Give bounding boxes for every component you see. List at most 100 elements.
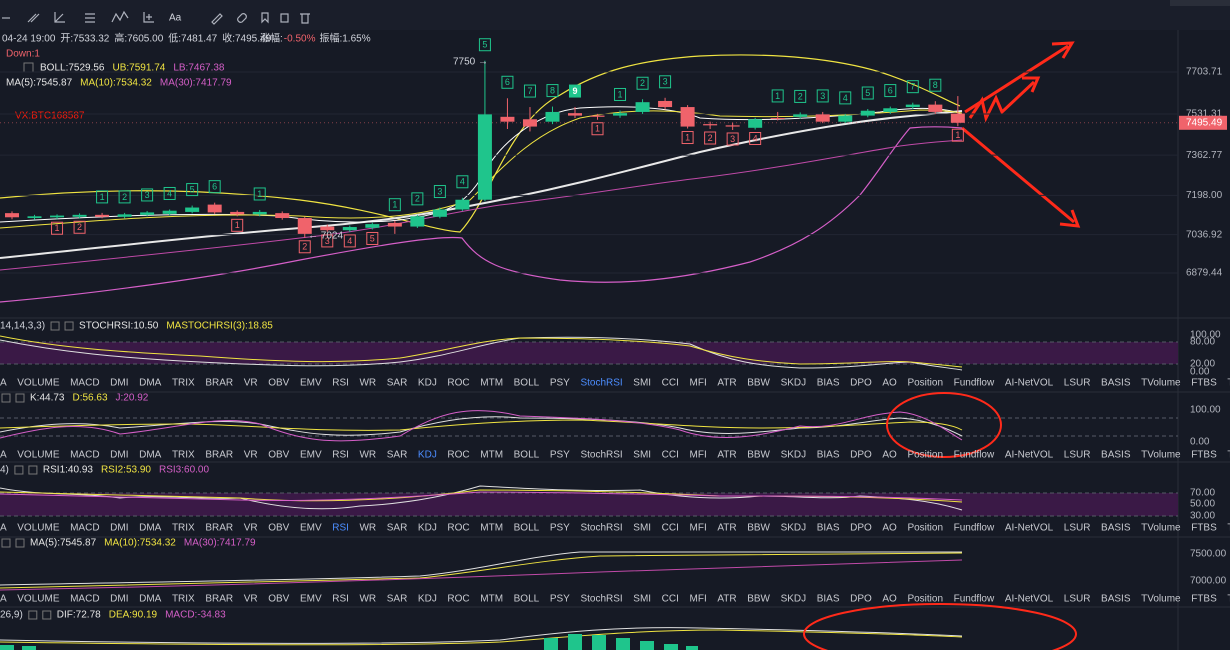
indicator-tab[interactable]: BOLL (514, 523, 540, 534)
indicator-tab[interactable]: BIAS (817, 378, 840, 389)
indicator-tab[interactable]: LSUR (1064, 450, 1091, 461)
indicator-tab[interactable]: BRAR (205, 523, 233, 534)
indicator-tab[interactable]: A (0, 594, 7, 605)
indicator-tab[interactable]: CCI (662, 594, 679, 605)
indicator-tab[interactable]: SMI (633, 594, 651, 605)
indicator-tab[interactable]: TRIX (172, 523, 195, 534)
indicator-tab[interactable]: VR (244, 594, 258, 605)
indicator-tab[interactable]: AI-NetVOL (1005, 450, 1054, 461)
indicator-tab[interactable]: FTBS (1191, 523, 1217, 534)
indicator-tab[interactable]: WR (359, 594, 376, 605)
indicator-tab[interactable]: BIAS (817, 523, 840, 534)
indicator-tab[interactable]: ATR (717, 450, 736, 461)
indicator-tab[interactable]: MFI (690, 523, 707, 534)
indicator-tab[interactable]: VR (244, 523, 258, 534)
indicator-tab[interactable]: VR (244, 450, 258, 461)
indicator-tab[interactable]: Position (907, 523, 943, 534)
indicator-tab[interactable]: DMA (139, 523, 162, 534)
indicator-tab[interactable]: SKDJ (781, 594, 807, 605)
indicator-tab[interactable]: MACD (70, 594, 99, 605)
indicator-tab[interactable]: A (0, 378, 7, 389)
indicator-tab[interactable]: RSI (332, 450, 349, 461)
indicator-tab[interactable]: FTBS (1191, 378, 1217, 389)
indicator-tab[interactable]: A (0, 450, 7, 461)
indicator-tab[interactable]: TVolume (1141, 450, 1181, 461)
indicator-tab[interactable]: ROC (447, 594, 469, 605)
indicator-tab[interactable]: Position (907, 378, 943, 389)
indicator-tab[interactable]: SMI (633, 523, 651, 534)
indicator-tab[interactable]: BIAS (817, 450, 840, 461)
indicator-tab[interactable]: TVolume (1141, 594, 1181, 605)
indicator-tab[interactable]: Position (907, 450, 943, 461)
indicator-tab[interactable]: StochRSI (580, 378, 622, 389)
indicator-tab[interactable]: BBW (747, 378, 770, 389)
indicator-tab[interactable]: BOLL (514, 450, 540, 461)
indicator-tab[interactable]: TRIX (172, 594, 195, 605)
indicator-tab[interactable]: AI-NetVOL (1005, 523, 1054, 534)
indicator-tab[interactable]: ROC (447, 523, 469, 534)
indicator-tab[interactable]: DMI (110, 450, 128, 461)
indicator-tab[interactable]: TRIX (172, 378, 195, 389)
indicator-tab[interactable]: TTSI (1227, 523, 1230, 534)
indicator-tab[interactable]: KDJ (418, 523, 437, 534)
indicator-tab[interactable]: MTM (480, 594, 503, 605)
indicator-tab[interactable]: BASIS (1101, 378, 1131, 389)
indicator-tab[interactable]: SKDJ (781, 378, 807, 389)
indicator-tab[interactable]: Fundflow (954, 594, 995, 605)
indicator-tab[interactable]: BRAR (205, 594, 233, 605)
indicator-tab[interactable]: EMV (300, 594, 322, 605)
indicator-tab[interactable]: BASIS (1101, 594, 1131, 605)
indicator-tab[interactable]: TTSI (1227, 594, 1230, 605)
indicator-tab[interactable]: MTM (480, 523, 503, 534)
indicator-tab[interactable]: BASIS (1101, 450, 1131, 461)
indicator-tab[interactable]: StochRSI (580, 523, 622, 534)
indicator-tab[interactable]: Fundflow (954, 378, 995, 389)
indicator-tab[interactable]: FTBS (1191, 450, 1217, 461)
indicator-tab[interactable]: BOLL (514, 378, 540, 389)
indicator-tab[interactable]: OBV (268, 523, 289, 534)
font-tool[interactable]: Aa (169, 13, 182, 24)
indicator-tab[interactable]: SAR (387, 523, 408, 534)
indicator-tab[interactable]: ROC (447, 378, 469, 389)
indicator-tab[interactable]: EMV (300, 450, 322, 461)
indicator-tab[interactable]: SAR (387, 378, 408, 389)
indicator-tab[interactable]: DPO (850, 450, 872, 461)
indicator-tab[interactable]: VOLUME (17, 523, 60, 534)
indicator-tab[interactable]: WR (359, 523, 376, 534)
indicator-tab[interactable]: VOLUME (17, 378, 60, 389)
indicator-tab[interactable]: PSY (550, 523, 570, 534)
indicator-tab[interactable]: LSUR (1064, 594, 1091, 605)
indicator-tab[interactable]: ATR (717, 523, 736, 534)
indicator-tab[interactable]: KDJ (418, 450, 437, 461)
indicator-tab[interactable]: TTSI (1227, 450, 1230, 461)
indicator-tab[interactable]: A (0, 523, 7, 534)
indicator-tab[interactable]: BRAR (205, 378, 233, 389)
indicator-tab[interactable]: DPO (850, 594, 872, 605)
indicator-tab[interactable]: ATR (717, 594, 736, 605)
indicator-tab[interactable]: BOLL (514, 594, 540, 605)
indicator-tab[interactable]: WR (359, 378, 376, 389)
indicator-tab[interactable]: BBW (747, 450, 770, 461)
indicator-tab[interactable]: SAR (387, 450, 408, 461)
indicator-tab[interactable]: AO (882, 378, 897, 389)
indicator-tab[interactable]: AO (882, 594, 897, 605)
indicator-tab[interactable]: OBV (268, 594, 289, 605)
indicator-tab[interactable]: Position (907, 594, 943, 605)
indicator-tab[interactable]: AO (882, 523, 897, 534)
indicator-tab[interactable]: MACD (70, 523, 99, 534)
indicator-tab[interactable]: DMA (139, 378, 162, 389)
indicator-tab[interactable]: KDJ (418, 594, 437, 605)
indicator-tab[interactable]: MFI (690, 450, 707, 461)
indicator-tab[interactable]: DPO (850, 523, 872, 534)
indicator-tab[interactable]: TVolume (1141, 378, 1181, 389)
indicator-tab[interactable]: ATR (717, 378, 736, 389)
indicator-tab[interactable]: BIAS (817, 594, 840, 605)
indicator-tab[interactable]: StochRSI (580, 450, 622, 461)
indicator-tab[interactable]: StochRSI (580, 594, 622, 605)
indicator-tab[interactable]: PSY (550, 450, 570, 461)
indicator-tab[interactable]: BASIS (1101, 523, 1131, 534)
indicator-tab[interactable]: KDJ (418, 378, 437, 389)
indicator-tab[interactable]: MTM (480, 378, 503, 389)
indicator-tab[interactable]: DPO (850, 378, 872, 389)
indicator-tab[interactable]: VOLUME (17, 594, 60, 605)
